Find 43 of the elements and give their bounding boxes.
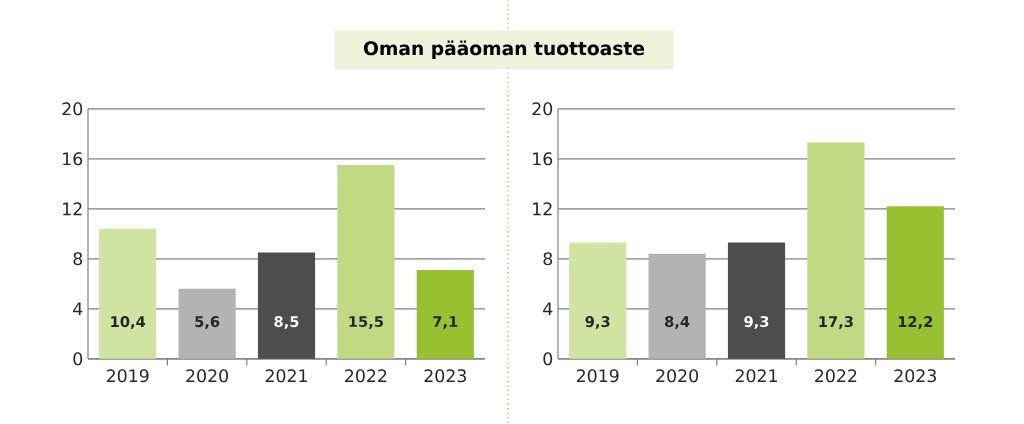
- y-tick-label: 4: [73, 302, 83, 316]
- x-tick-label: 2020: [656, 369, 698, 383]
- data-label: 9,3: [585, 316, 610, 330]
- bar: [99, 228, 157, 359]
- bar: [178, 289, 236, 359]
- data-label: 8,5: [274, 316, 299, 330]
- data-label: 17,3: [819, 316, 853, 330]
- y-tick-label: 0: [73, 352, 83, 366]
- y-tick-label: 16: [533, 152, 553, 166]
- y-tick-label: 16: [63, 152, 83, 166]
- bar: [648, 254, 706, 359]
- x-tick-label: 2022: [815, 369, 857, 383]
- bar: [569, 242, 627, 359]
- data-label: 10,4: [111, 316, 146, 330]
- bar: [886, 206, 944, 359]
- y-tick-label: 0: [543, 352, 553, 366]
- y-tick-label: 12: [533, 202, 552, 216]
- data-label: 8,4: [665, 316, 690, 330]
- x-tick-label: 2022: [345, 369, 387, 383]
- y-tick-label: 8: [543, 252, 553, 266]
- x-tick-label: 2019: [576, 369, 619, 383]
- chart-title: Oman pääoman tuottoaste: [363, 40, 645, 60]
- y-tick-label: 20: [62, 102, 83, 116]
- bar: [257, 252, 316, 359]
- x-tick-label: 2021: [735, 369, 777, 383]
- data-label: 7,1: [433, 316, 458, 330]
- bar: [727, 242, 786, 359]
- x-tick-label: 2020: [186, 369, 228, 383]
- x-tick-label: 2021: [265, 369, 307, 383]
- data-label: 15,5: [349, 316, 383, 330]
- data-label: 9,3: [744, 316, 769, 330]
- x-tick-label: 2023: [424, 369, 466, 383]
- y-tick-label: 20: [532, 102, 553, 116]
- data-label: 12,2: [898, 316, 933, 330]
- x-tick-label: 2019: [106, 369, 149, 383]
- y-tick-label: 4: [543, 302, 553, 316]
- y-tick-label: 8: [73, 252, 83, 266]
- bar: [337, 165, 395, 359]
- bar: [807, 142, 865, 359]
- bar: [416, 270, 474, 359]
- x-tick-label: 2023: [894, 369, 936, 383]
- data-label: 5,6: [195, 316, 220, 330]
- y-tick-label: 12: [63, 202, 82, 216]
